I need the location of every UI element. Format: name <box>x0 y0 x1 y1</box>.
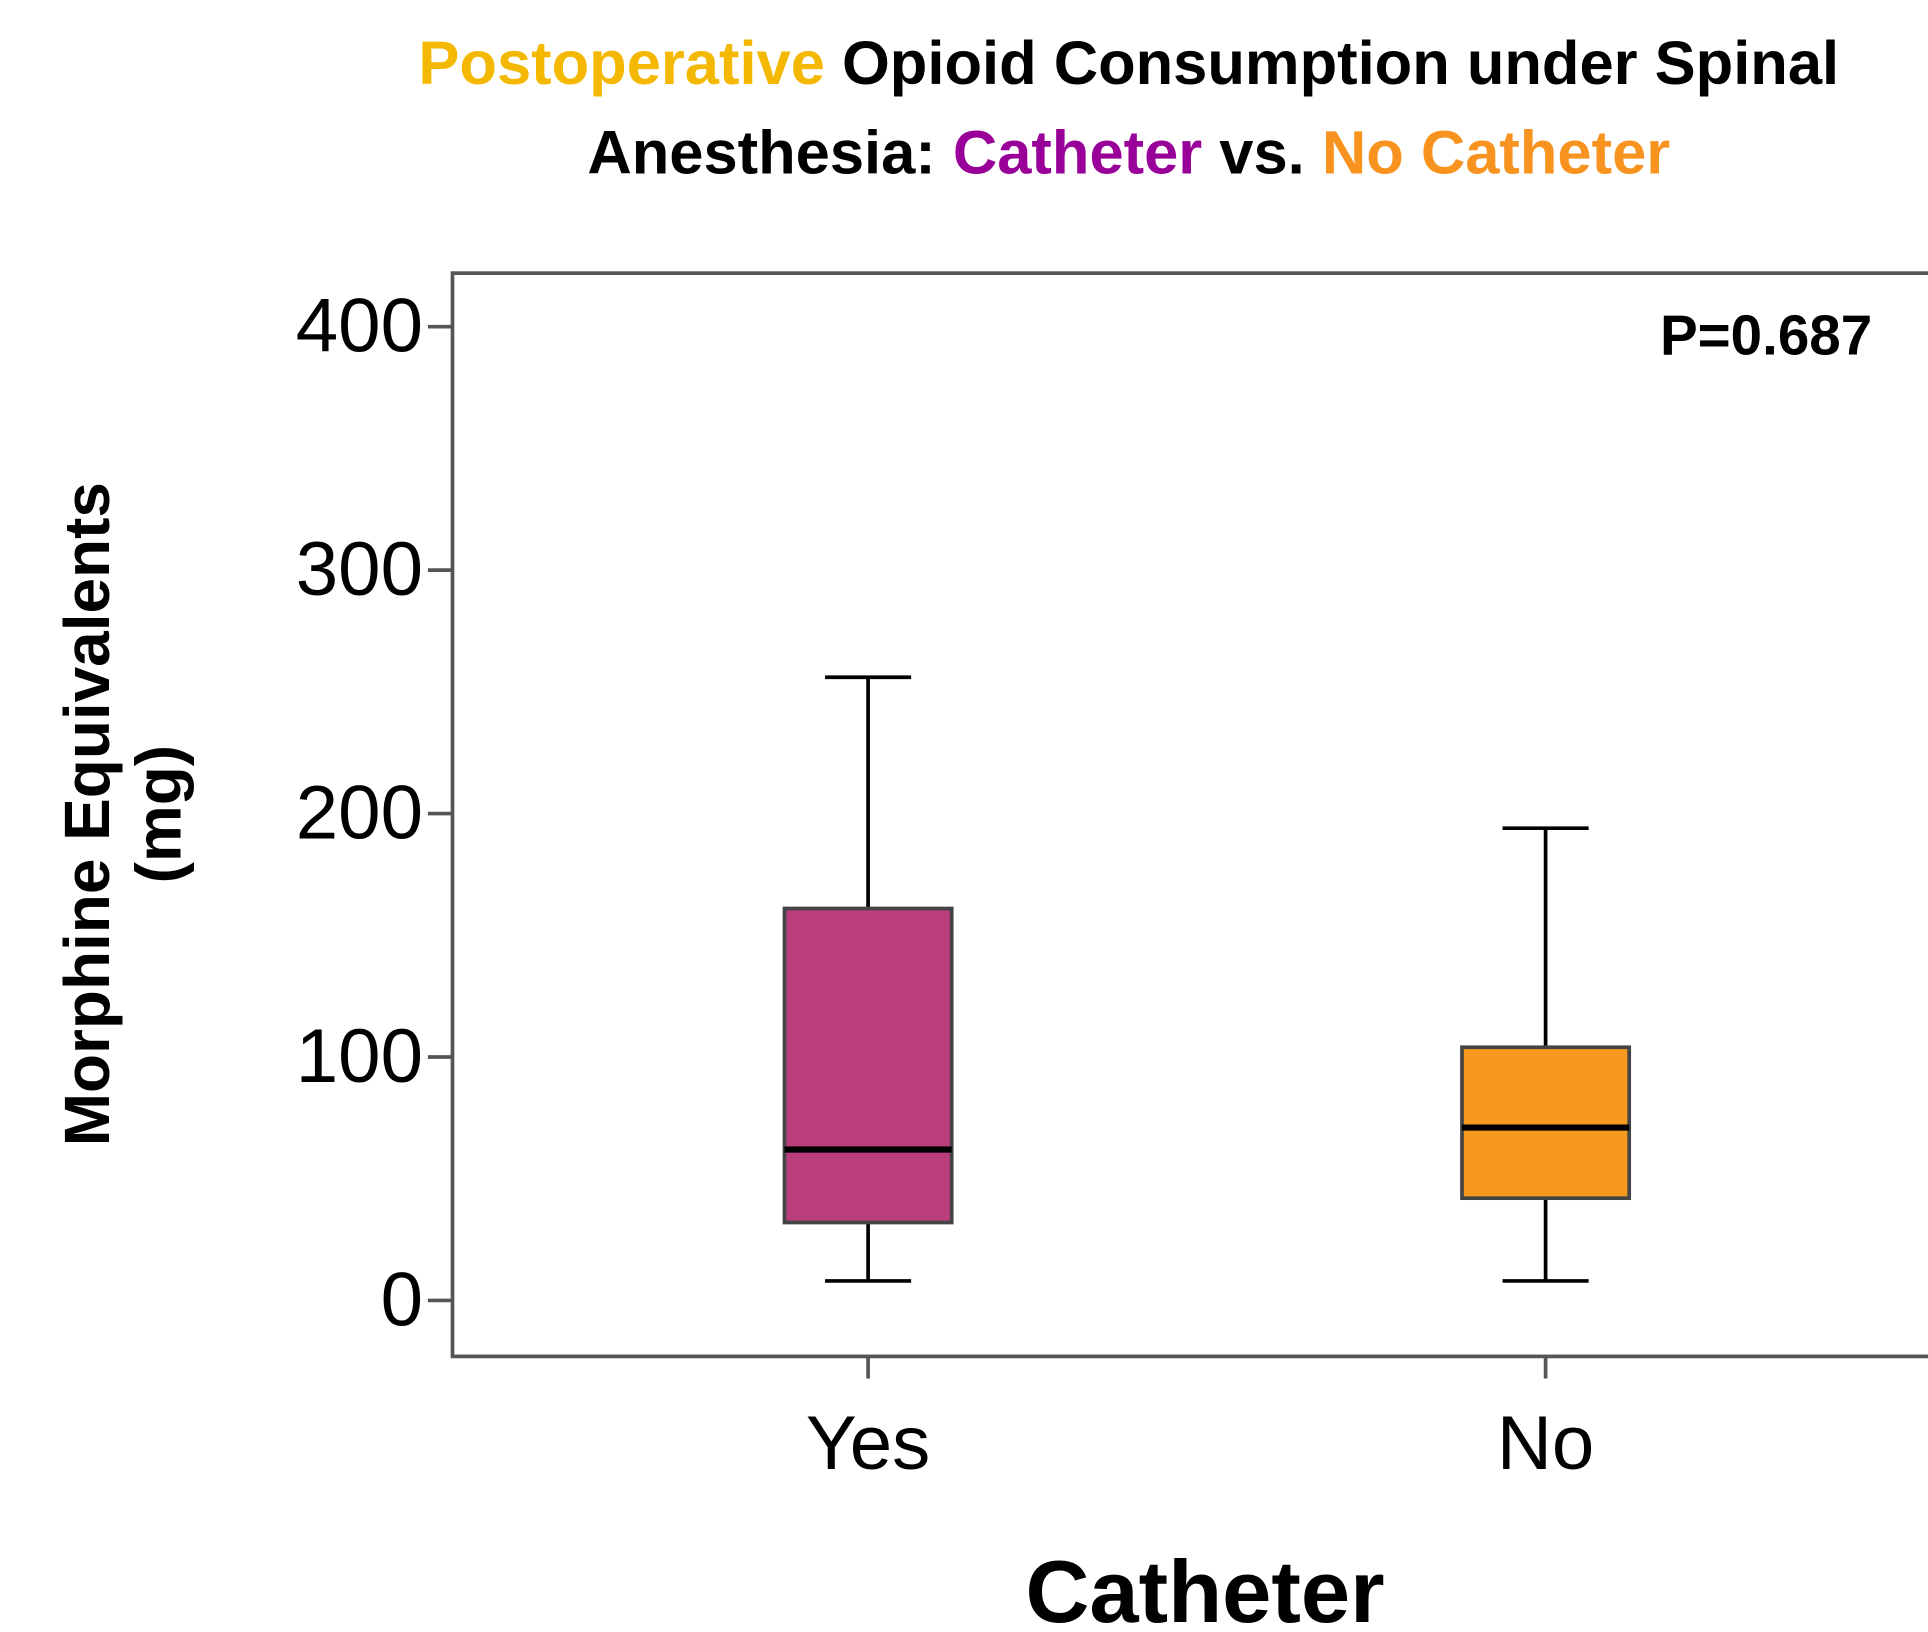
y-tick-label: 300 <box>296 527 423 612</box>
title-segment: Postoperative <box>418 29 825 98</box>
x-tick-label: No <box>1497 1401 1594 1486</box>
y-axis-label-line: Morphine Equivalents <box>51 482 123 1146</box>
title-segment: vs. <box>1202 119 1322 188</box>
title-segment: No Catheter <box>1322 119 1670 188</box>
y-tick-label: 400 <box>296 284 423 369</box>
x-axis-label: Catheter <box>1025 1542 1384 1632</box>
x-tick-label: Yes <box>806 1401 930 1486</box>
chart-title: Postoperative Opioid Consumption under S… <box>418 29 1839 98</box>
box <box>782 906 954 1225</box>
y-axis-label-line: (mg) <box>122 745 194 883</box>
chart-title: Anesthesia: Catheter vs. No Catheter <box>587 119 1670 188</box>
title-segment: Catheter <box>953 119 1202 188</box>
p-value: P=0.687 <box>1660 303 1872 366</box>
box <box>1460 1045 1632 1201</box>
y-tick-label: 200 <box>296 771 423 856</box>
title-segment: Opioid Consumption under Spinal <box>825 29 1839 98</box>
y-axis-label: Morphine Equivalents(mg) <box>51 482 194 1146</box>
y-tick-label: 100 <box>296 1014 423 1099</box>
plot-frame <box>450 271 1928 1359</box>
y-tick-label: 0 <box>381 1257 423 1342</box>
title-segment: Anesthesia: <box>587 119 953 188</box>
